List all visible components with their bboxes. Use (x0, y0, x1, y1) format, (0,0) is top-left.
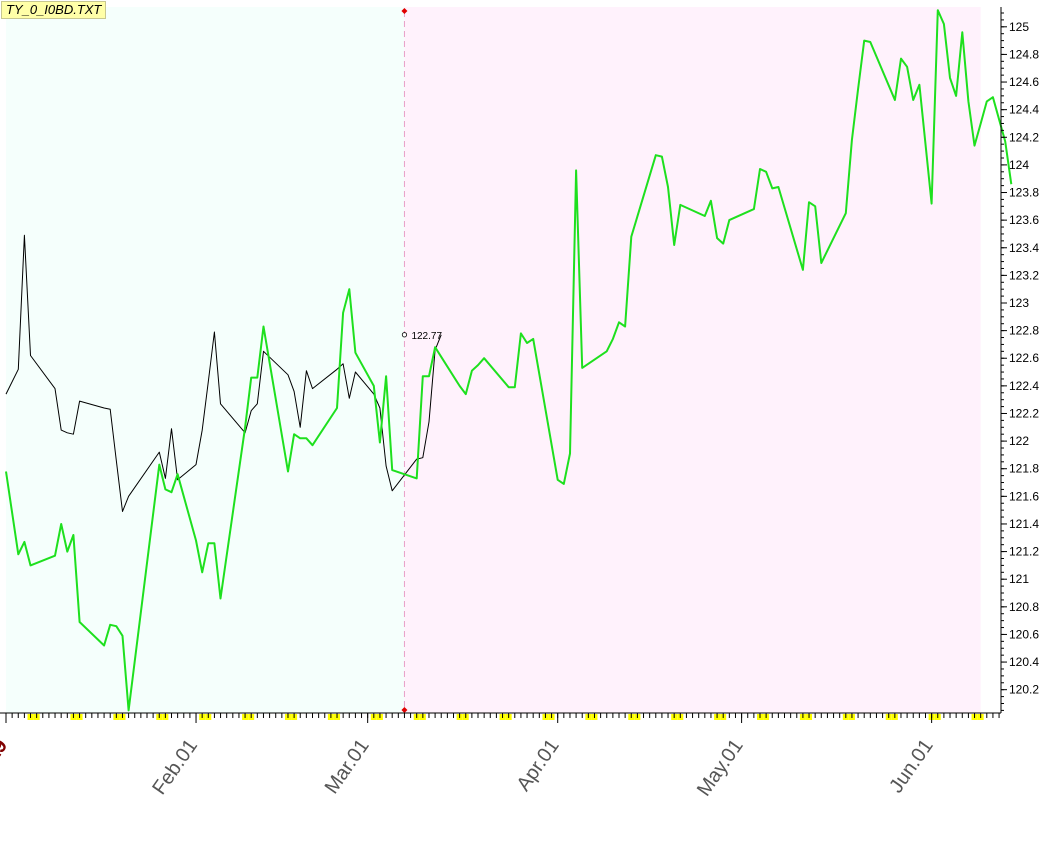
y-tick-label: 123.4 (1009, 241, 1039, 255)
series-lines (5, 9, 1013, 712)
region-0 (6, 7, 405, 713)
y-tick-label: 122.6 (1009, 351, 1039, 365)
region-1 (404, 7, 981, 713)
series-line-0 (5, 9, 1013, 712)
x-year-label: 19 (0, 735, 12, 766)
y-tick-label: 125 (1009, 20, 1029, 34)
y-axis: 120.2 120.4 120.6 120.8 121 121.2 121.4 121.6 12… (1000, 7, 1039, 713)
y-tick-label: 122 (1009, 434, 1029, 448)
y-tick-label: 120.8 (1009, 600, 1039, 614)
window-title: TY_0_I0BD.TXT (1, 1, 107, 19)
y-tick-label: 123.6 (1009, 213, 1039, 227)
y-tick-label: 121.2 (1009, 545, 1039, 559)
y-tick-label: 121.6 (1009, 489, 1039, 503)
background-regions (6, 7, 981, 713)
y-tick-label: 121.4 (1009, 517, 1039, 531)
y-tick-label: 120.6 (1009, 627, 1039, 641)
x-month-label: May.01 (693, 735, 748, 800)
annotation-label-0: 122.77 (411, 331, 442, 342)
y-tick-label: 124.8 (1009, 47, 1039, 61)
series-line-1 (5, 234, 442, 512)
annotations: 122.77 (401, 331, 442, 342)
time-divider (401, 8, 408, 713)
annotation-marker-0 (401, 332, 408, 338)
x-month-label: Mar.01 (321, 735, 374, 798)
y-tick-label: 120.2 (1009, 683, 1039, 697)
y-tick-label: 123.2 (1009, 268, 1039, 282)
x-month-label: Jun.01 (885, 735, 937, 797)
y-tick-label: 124.4 (1009, 103, 1039, 117)
y-tick-label: 124 (1009, 158, 1029, 172)
y-tick-label: 124.2 (1009, 130, 1039, 144)
y-tick-label: 123.8 (1009, 186, 1039, 200)
y-tick-label: 122.2 (1009, 406, 1039, 420)
y-tick-label: 121.8 (1009, 462, 1039, 476)
y-tick-label: 121 (1009, 572, 1029, 586)
x-month-label: Feb.01 (148, 735, 202, 799)
x-month-label: Apr.01 (513, 735, 564, 795)
y-tick-label: 120.4 (1009, 655, 1039, 669)
y-tick-label: 122.4 (1009, 379, 1039, 393)
x-axis: 19 Feb.01 Mar.01 Apr.01 May.01 Jun.01 (0, 712, 1001, 800)
y-tick-label: 122.8 (1009, 324, 1039, 338)
y-tick-label: 123 (1009, 296, 1029, 310)
divider-marker-top (401, 8, 408, 14)
y-tick-label: 124.6 (1009, 75, 1039, 89)
divider-marker-bottom (401, 707, 408, 713)
